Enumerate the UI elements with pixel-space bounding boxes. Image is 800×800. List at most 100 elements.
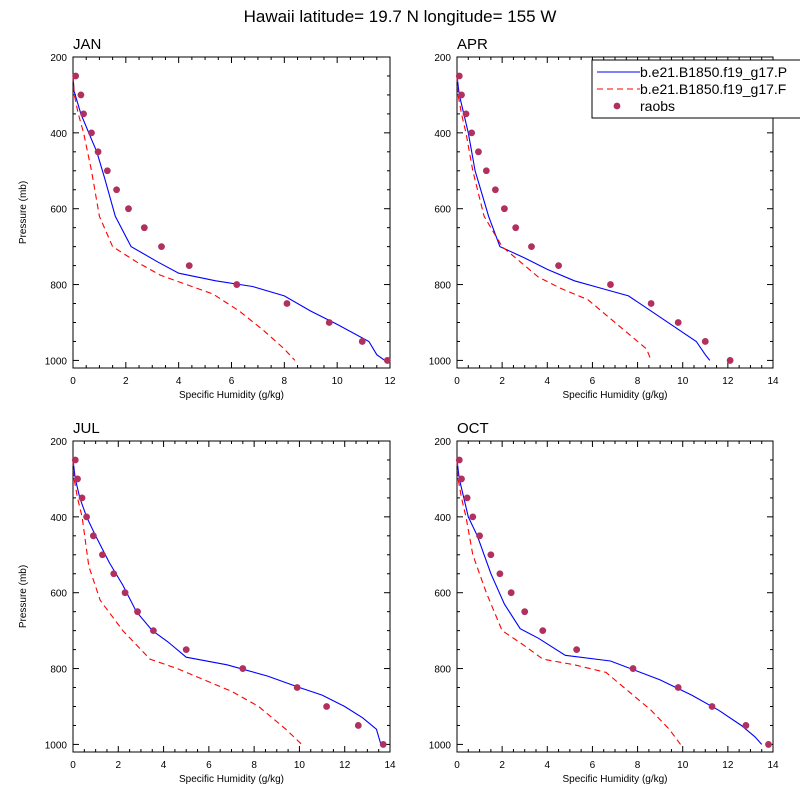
x-tick-label: 6: [590, 376, 596, 387]
raobs-point: [496, 570, 504, 578]
panel-apr: APR 0 2 4 6 8 10 12 14 200 400 600 800 1000 Specific H…: [429, 36, 779, 401]
x-tick-label: 0: [454, 760, 460, 771]
raobs-point: [455, 72, 463, 80]
raobs-point: [125, 205, 132, 213]
raobs-point: [455, 456, 463, 464]
raobs-point: [647, 300, 655, 307]
y-tick-label: 1000: [45, 740, 68, 751]
raobs-point: [701, 338, 709, 345]
x-tick-label: 12: [722, 376, 734, 387]
raobs-point: [283, 300, 291, 307]
x-tick-label: 14: [767, 760, 779, 771]
x-tick-label: 14: [384, 760, 396, 771]
raobs-point: [71, 456, 79, 464]
plot-frame: [72, 56, 391, 369]
y-tick-label: 800: [434, 281, 451, 292]
raobs-point: [629, 665, 637, 672]
raobs-point: [512, 224, 520, 232]
x-tick-label: 10: [332, 376, 344, 387]
raobs-point: [765, 741, 772, 748]
legend-label: raobs: [640, 98, 675, 114]
x-tick-label: 4: [545, 376, 551, 387]
raobs-point: [103, 167, 111, 175]
x-tick-label: 12: [384, 376, 396, 387]
legend-label: b.e21.B1850.f19_g17.P: [640, 64, 787, 80]
x-tick-label: 8: [635, 376, 641, 387]
raobs-point: [77, 91, 85, 99]
x-tick-label: 10: [294, 760, 306, 771]
raobs-point: [354, 722, 362, 729]
raobs-point: [158, 243, 165, 251]
x-tick-label: 6: [590, 760, 596, 771]
raobs-point: [528, 243, 535, 251]
raobs-point: [140, 224, 148, 232]
y-tick-label: 800: [50, 281, 67, 292]
x-axis-label: Specific Humidity (g/kg): [562, 774, 667, 785]
x-tick-label: 6: [229, 376, 235, 387]
raobs-point: [482, 167, 490, 175]
raobs-point: [539, 627, 547, 635]
raobs-point: [458, 91, 465, 99]
raobs-point: [521, 608, 529, 616]
main-title: Hawaii latitude= 19.7 N longitude= 155 W: [244, 7, 557, 26]
y-tick-label: 600: [434, 205, 451, 216]
x-tick-label: 8: [635, 760, 641, 771]
legend-marker-raobs: [613, 102, 621, 110]
raobs-point: [742, 722, 750, 729]
x-tick-label: 14: [767, 376, 779, 387]
raobs-point: [88, 129, 95, 137]
x-tick-label: 4: [161, 760, 167, 771]
raobs-point: [487, 551, 495, 559]
model-f-line: [72, 75, 296, 361]
y-tick-label: 800: [50, 665, 67, 676]
x-tick-label: 12: [339, 760, 351, 771]
y-tick-label: 200: [50, 53, 67, 64]
model-f-line: [456, 459, 681, 745]
x-tick-label: 0: [454, 376, 460, 387]
y-tick-label: 600: [50, 589, 67, 600]
raobs-point: [113, 186, 120, 194]
model-p-line: [72, 75, 386, 361]
raobs-point: [325, 319, 333, 326]
raobs-point: [458, 475, 465, 483]
panel-title: OCT: [457, 420, 489, 437]
y-axis-label: Pressure (mb): [18, 181, 29, 244]
raobs-point: [78, 494, 86, 502]
raobs-point: [475, 148, 482, 156]
panel-oct: OCT 0 2 4 6 8 10 12 14 200 400 600 800 1000 Specific H…: [429, 420, 779, 785]
raobs-point: [72, 72, 80, 80]
raobs-point: [491, 186, 499, 194]
x-tick-label: 6: [206, 760, 212, 771]
panel-jan: JAN 0 2 4 6 8 10 12 200 400 600 800 1000 Specific Hum…: [18, 36, 396, 401]
y-tick-label: 400: [50, 513, 67, 524]
y-tick-label: 400: [434, 129, 451, 140]
raobs-point: [379, 741, 387, 748]
x-axis-label: Specific Humidity (g/kg): [179, 390, 284, 401]
model-p-line: [456, 75, 711, 361]
raobs-point: [607, 281, 614, 288]
x-tick-label: 4: [176, 376, 182, 387]
y-tick-label: 1000: [45, 356, 68, 367]
y-tick-label: 400: [50, 129, 67, 140]
x-tick-label: 2: [499, 760, 505, 771]
y-tick-label: 600: [50, 205, 67, 216]
raobs-point: [293, 684, 301, 691]
raobs-point: [501, 205, 508, 213]
x-tick-label: 4: [545, 760, 551, 771]
x-tick-label: 8: [282, 376, 288, 387]
raobs-point: [182, 646, 190, 653]
raobs-point: [708, 703, 716, 710]
raobs-point: [233, 281, 241, 288]
x-tick-label: 8: [251, 760, 257, 771]
model-p-line: [72, 459, 382, 745]
raobs-point: [726, 357, 734, 364]
y-axis-label: Pressure (mb): [18, 565, 29, 628]
raobs-point: [674, 319, 682, 326]
y-tick-label: 800: [434, 665, 451, 676]
x-tick-label: 2: [123, 376, 129, 387]
raobs-point: [358, 338, 366, 345]
x-axis-label: Specific Humidity (g/kg): [562, 390, 667, 401]
raobs-point: [89, 532, 97, 540]
